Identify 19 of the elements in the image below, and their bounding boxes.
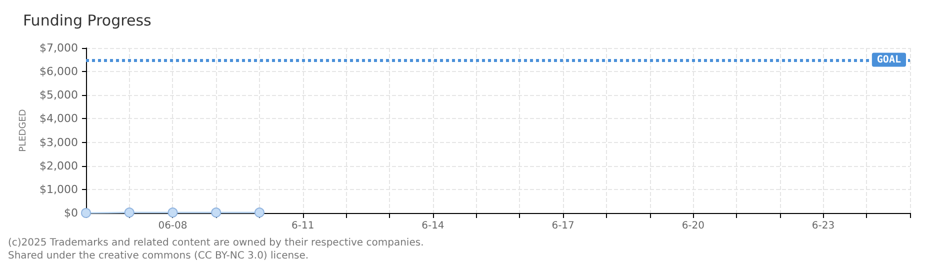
text: (c)2025 Trademarks and related content are owned by their respective companies. xyxy=(8,238,424,248)
y-tick-label: $0 xyxy=(64,206,78,220)
y-tick-label: $1,000 xyxy=(40,182,78,196)
y-tick-label: $3,000 xyxy=(40,136,78,149)
x-tick-label: 6-23 xyxy=(812,220,835,232)
x-tick-label: 6-14 xyxy=(422,220,444,232)
y-tick-label: $2,000 xyxy=(40,159,78,172)
text: Shared under the creative commons (CC BY-NC 3.0) license. xyxy=(8,250,309,262)
x-tick-label: 6-11 xyxy=(291,220,314,232)
x-tick-label: 06-08 xyxy=(158,220,188,232)
y-tick-label: $7,000 xyxy=(40,42,78,54)
y-tick-label: $5,000 xyxy=(40,88,78,102)
y-tick-label: $6,000 xyxy=(40,65,78,78)
x-tick-label: 6-20 xyxy=(682,220,705,232)
y-axis-title: PLEDGED xyxy=(18,109,28,152)
x-tick-label: 6-17 xyxy=(552,220,574,232)
chart-title: Funding Progress xyxy=(23,12,152,30)
ref-line-label: GOAL xyxy=(876,54,901,66)
y-tick-label: $4,000 xyxy=(40,112,78,126)
